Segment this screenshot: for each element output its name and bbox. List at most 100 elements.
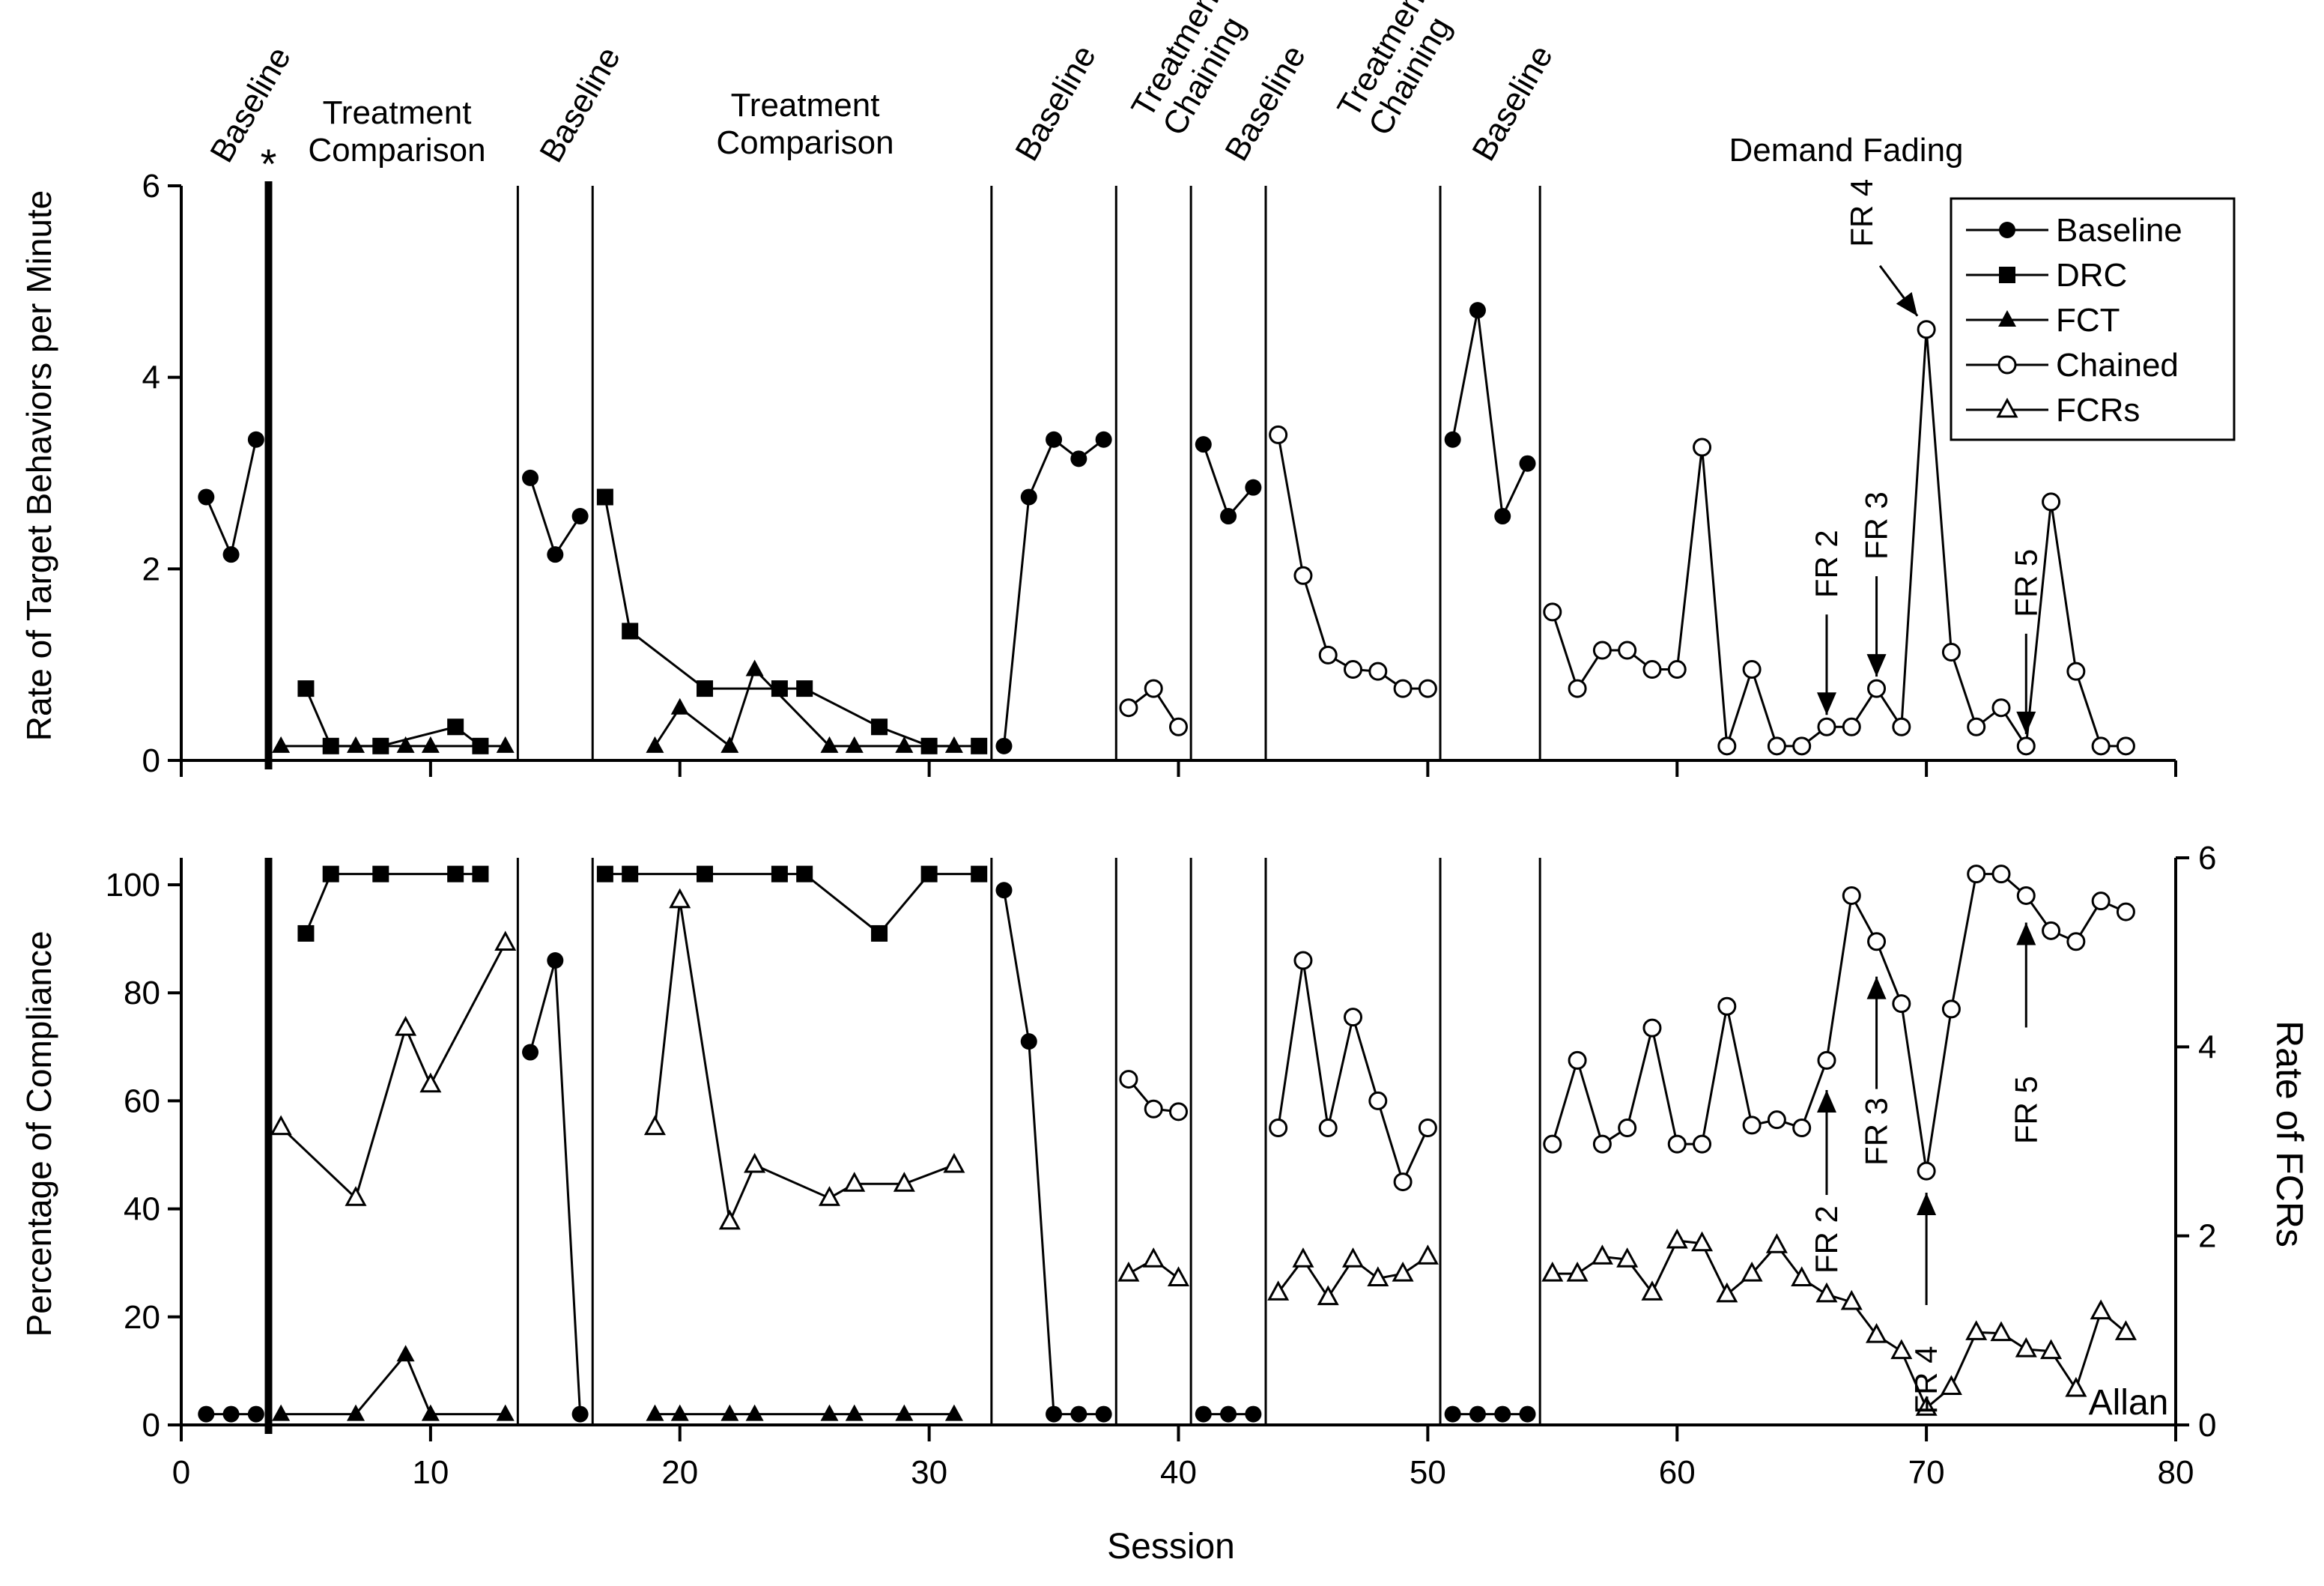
data-point [1293,566,1313,585]
x-tick-label: 60 [1659,1454,1696,1491]
data-point [547,951,564,969]
data-point [1368,662,1388,681]
data-point [1642,660,1662,680]
series-baseline [198,302,1536,754]
data-point [1444,1405,1461,1423]
data-point [1592,641,1612,660]
data-point [396,736,415,753]
data-point [2042,921,2061,940]
data-point [843,1172,866,1192]
fr-annotation: FR 4 [1844,179,1919,317]
phase-label-line: Comparison [716,124,894,161]
data-point [297,680,315,697]
data-point [1941,999,1961,1019]
data-point [622,623,639,640]
data-point [2042,492,2061,512]
fr-annotation: FR 5 [2008,549,2043,734]
data-point [2116,902,2135,921]
y-tick-label: 60 [124,1083,160,1119]
data-point [1815,1282,1838,1303]
data-point [1741,1262,1763,1282]
x-tick-label: 50 [1410,1454,1446,1491]
data-point [496,1404,515,1421]
data-point [1618,641,1637,660]
data-point [297,924,315,942]
data-point [396,1345,415,1362]
data-point [871,924,888,942]
data-point [2091,736,2111,756]
data-point [1269,425,1288,444]
data-point [1817,717,1836,736]
series-chained [1119,865,2135,1192]
data-point [845,1404,864,1421]
top-panel: 0 2 4 6 Rate of Target Behaviors per Minute *… [19,0,2236,779]
y2-tick-label: 0 [2198,1407,2216,1444]
series-line [653,900,955,1226]
y2-tick-label: 6 [2198,840,2216,877]
series-drc [297,488,988,754]
data-point [1667,1134,1687,1154]
data-point [1046,431,1063,448]
data-point [2116,736,2135,756]
data-point [1020,1033,1037,1050]
data-point [1892,717,1911,736]
data-point [622,865,639,883]
data-point [697,865,714,883]
data-point [1940,1375,1962,1396]
x-tick-label: 40 [1160,1454,1197,1491]
data-point [1144,679,1163,698]
data-point [1967,865,1986,884]
fr-label: FR 4 [1908,1346,1944,1414]
legend-label: FCRs [2056,392,2140,429]
data-point [1842,886,1861,905]
y-tick-label: 40 [124,1191,160,1228]
data-point [1318,1118,1338,1137]
data-point [1293,951,1313,970]
series-chained [1119,320,2135,756]
data-point [845,736,864,753]
y-axis-label: Rate of Target Behaviors per Minute [19,190,58,742]
data-point [222,546,240,563]
arrow-head [1896,291,1918,316]
data-point [1469,302,1486,319]
data-point [421,736,440,753]
data-point [871,718,888,736]
data-point [1990,1321,2012,1342]
data-point [1867,932,1887,951]
legend-label: Baseline [2056,212,2182,249]
data-point [1716,1282,1738,1303]
legend-box [1950,197,2236,441]
data-point [222,1405,240,1423]
data-point [646,736,664,753]
data-point [1119,698,1138,718]
fr-annotation: FR 2 [1809,530,1844,715]
legend-entry: FCT [1966,302,2120,339]
data-point [2015,1337,2037,1358]
data-point [1543,1134,1562,1154]
data-point [1641,1280,1663,1301]
data-point [1418,1118,1437,1137]
y-tick-label: 80 [124,975,160,1011]
y-tick-label: 100 [106,867,160,904]
fr-label: FR 3 [1859,1098,1894,1166]
x-tick-label: 30 [911,1454,947,1491]
data-point [944,736,963,753]
data-point [1169,717,1188,736]
series-line [1002,438,1105,746]
phase-label: Baseline [203,40,298,169]
data-point [1543,602,1562,622]
legend-entry: Chained [1966,347,2179,384]
y-tick-label: 20 [124,1299,160,1336]
data-point [1392,1262,1414,1282]
data-point [421,1404,440,1421]
data-point [522,469,539,486]
data-point [1867,679,1887,698]
data-point [1742,660,1762,680]
data-point [818,1186,841,1206]
data-point [1717,736,1737,756]
data-point [322,865,339,883]
legend-entry: DRC [1966,257,2127,294]
data-point [771,680,788,697]
data-point [720,736,739,753]
